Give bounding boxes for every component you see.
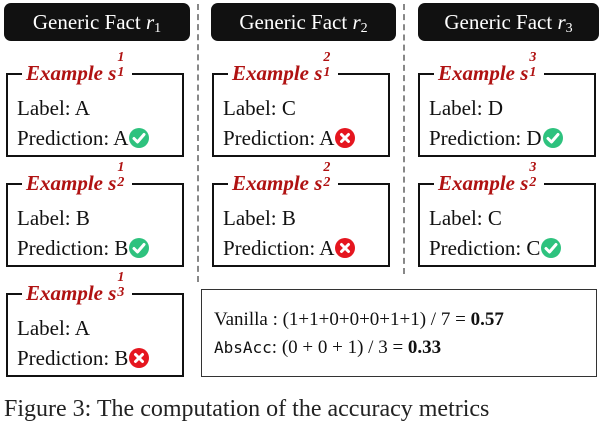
prediction-line: Prediction: A xyxy=(17,125,150,151)
prediction-text: Prediction: B xyxy=(17,236,129,260)
header-subscript: 2 xyxy=(360,21,368,36)
cross-circle-icon xyxy=(335,128,356,148)
header-label: Generic Fact xyxy=(32,10,141,34)
prediction-text: Prediction: A xyxy=(223,126,335,150)
prediction-line: Prediction: A xyxy=(223,235,356,261)
cross-circle-icon xyxy=(129,348,150,368)
label-text: Label: D xyxy=(429,96,504,120)
vanilla-label: Vanilla xyxy=(214,309,268,330)
prediction-line: Prediction: B xyxy=(17,345,150,371)
header-variable: r xyxy=(145,10,155,34)
prediction-line: Prediction: D xyxy=(429,125,563,151)
prediction-text: Prediction: D xyxy=(429,126,542,150)
absacc-accuracy-line: AbsAcc: (0 + 0 + 1) / 3 = 0.33 xyxy=(214,336,441,360)
check-circle-icon xyxy=(541,238,562,258)
header-subscript: 3 xyxy=(565,21,573,36)
label-text: Label: B xyxy=(223,206,296,230)
label-text: Label: C xyxy=(429,206,502,230)
check-circle-icon xyxy=(129,128,150,148)
prediction-line: Prediction: A xyxy=(223,125,356,151)
prediction-line: Prediction: C xyxy=(429,235,562,261)
figure-caption: Figure 3: The computation of the accurac… xyxy=(4,396,490,422)
header-subscript: 1 xyxy=(154,21,162,36)
column-divider-2 xyxy=(403,4,405,274)
prediction-text: Prediction: B xyxy=(17,346,129,370)
vanilla-formula: : (1+1+0+0+0+1+1) / 7 = xyxy=(267,309,471,330)
header-variable: r xyxy=(557,10,566,34)
vanilla-result: 0.57 xyxy=(470,309,504,330)
cross-circle-icon xyxy=(335,238,356,258)
accuracy-summary-box: Vanilla : (1+1+0+0+0+1+1) / 7 = 0.57 Abs… xyxy=(201,289,597,377)
absacc-formula: : (0 + 0 + 1) / 3 = xyxy=(271,337,408,358)
header-variable: r xyxy=(352,10,361,34)
label-text: Label: A xyxy=(17,316,90,340)
header-generic-fact-r2: Generic Fact r2 xyxy=(211,3,396,41)
label-text: Label: C xyxy=(223,96,296,120)
absacc-result: 0.33 xyxy=(407,337,442,358)
header-generic-fact-r1: Generic Fact r1 xyxy=(4,3,190,41)
prediction-line: Prediction: B xyxy=(17,235,150,261)
label-text: Label: A xyxy=(17,96,90,120)
prediction-text: Prediction: A xyxy=(223,236,335,260)
header-label: Generic Fact xyxy=(444,10,553,34)
absacc-label: AbsAcc xyxy=(214,338,272,357)
vanilla-accuracy-line: Vanilla : (1+1+0+0+0+1+1) / 7 = 0.57 xyxy=(214,308,504,332)
header-label: Generic Fact xyxy=(239,10,348,34)
prediction-text: Prediction: C xyxy=(429,236,541,260)
check-circle-icon xyxy=(542,128,563,148)
label-text: Label: B xyxy=(17,206,90,230)
check-circle-icon xyxy=(129,238,150,258)
prediction-text: Prediction: A xyxy=(17,126,129,150)
column-divider-1 xyxy=(197,4,199,282)
header-generic-fact-r3: Generic Fact r3 xyxy=(418,3,599,41)
